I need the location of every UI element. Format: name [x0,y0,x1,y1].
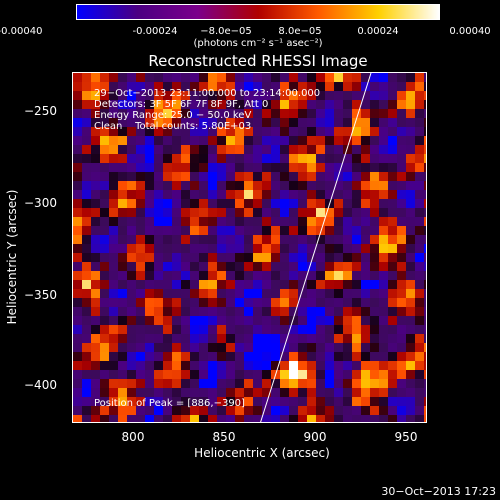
info-detectors: Detectors: 3F 5F 6F 7F 8F 9F, Att 0 [94,99,269,110]
rhessi-image [73,73,426,422]
info-energy-range: Energy Range: 25.0 − 50.0 keV [94,110,252,121]
x-tick-label: 900 [303,430,327,444]
colorbar-tick: 8.0e−05 [278,26,322,37]
y-tick-label: −400 [24,378,57,392]
image-plot-area [72,72,427,423]
y-axis-label: Heliocentric Y (arcsec) [5,189,19,325]
plot-title: Reconstructed RHESSI Image [148,52,368,70]
colorbar-units: (photons cm⁻² s⁻¹ asec⁻²) [193,38,323,49]
y-tick-label: −300 [24,196,57,210]
y-tick-label: −250 [24,104,57,118]
colorbar-tick: -0.00040 [0,26,43,37]
y-tick-label: −350 [24,288,57,302]
colorbar [76,4,440,20]
timestamp: 30−Oct−2013 17:23 [381,485,496,498]
x-axis-label: Heliocentric X (arcsec) [194,446,330,460]
colorbar-tick: 0.00040 [449,26,491,37]
info-time-range: 29−Oct−2013 23:11:00.000 to 23:14:00.000 [94,88,321,99]
x-tick-label: 850 [212,430,236,444]
x-tick-label: 800 [121,430,145,444]
solar-limb-line [260,73,372,422]
peak-position: Position of Peak = [886,−390] [94,398,245,409]
colorbar-tick: 0.00024 [357,26,399,37]
colorbar-tick: -0.00024 [132,26,178,37]
x-tick-label: 950 [394,430,418,444]
colorbar-tick: −8.0e−05 [200,26,252,37]
info-counts: Clean Total counts: 5.80E+03 [94,121,252,132]
